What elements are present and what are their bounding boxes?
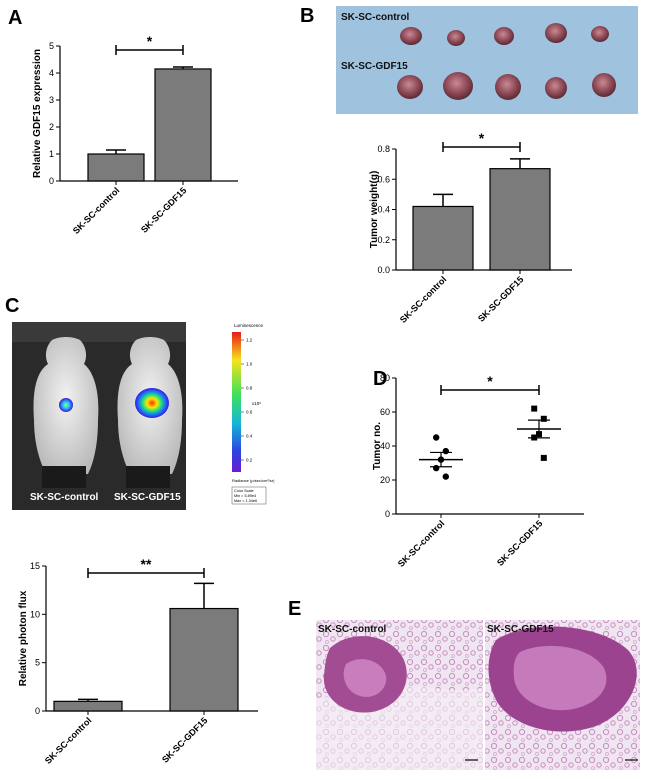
y-tick-label: 20 <box>380 475 390 485</box>
chart-c-photon-flux: 0 5 10 15 Relative photon flux SK-SC-control S… <box>18 556 258 766</box>
data-point <box>433 464 440 472</box>
tumor-control-5 <box>591 26 609 42</box>
y-tick-label: 4 <box>49 68 54 78</box>
y-tick-label: 80 <box>380 373 390 383</box>
x-tick-label: SK-SC-GDF15 <box>139 185 189 235</box>
tumor-control-1 <box>400 27 422 45</box>
y-tick-label: 0.6 <box>377 174 390 184</box>
x-tick-label: SK-SC-GDF15 <box>495 518 545 568</box>
x-tick-label: SK-SC-control <box>398 274 449 325</box>
y-tick-label: 0 <box>49 176 54 186</box>
x-tick-label: SK-SC-GDF15 <box>160 715 210 765</box>
tumor-photo-label-control: SK-SC-control <box>341 12 410 23</box>
y-tick-label: 0.2 <box>377 235 390 245</box>
tumor-control-2 <box>447 30 465 46</box>
tumor-gdf15-2 <box>443 72 473 100</box>
mouse-right <box>117 337 183 488</box>
tumor-gdf15-1 <box>397 75 423 99</box>
x-tick-label: SK-SC-GDF15 <box>476 274 526 324</box>
y-axis-title: Relative photon flux <box>18 590 29 686</box>
bioluminescence-photo: SK-SC-control SK-SC-GDF15 <box>12 322 186 510</box>
bioluminescence-shelf <box>12 322 186 342</box>
histology-label-gdf15: SK-SC-GDF15 <box>487 624 554 635</box>
histology-images: SK-SC-control SK-SC-GDF15 <box>316 620 640 770</box>
colorbar-title: Luminescence <box>234 323 264 328</box>
colorscale-box-line-2: Min = 5.89e4 <box>234 494 256 498</box>
bar-1 <box>87 153 145 182</box>
data-point <box>540 454 547 461</box>
colorscale-box-line-3: Max = 1.34e6 <box>234 499 257 503</box>
data-point <box>442 473 449 480</box>
tumor-gdf15-5 <box>592 73 616 97</box>
bioluminescence-label-control: SK-SC-control <box>30 492 99 503</box>
colorscale-box-line-1: Color Scale <box>234 489 254 493</box>
colorbar-caption: Radiance (p/sec/cm²/sr) <box>232 478 275 483</box>
y-tick-label: 1 <box>49 149 54 159</box>
y-tick-label: 0.8 <box>377 144 390 154</box>
colorbar-tick-label: 0.4 <box>246 434 253 439</box>
significance-star: * <box>147 33 153 49</box>
colorbar-tick-label: 1.0 <box>246 362 253 367</box>
y-tick-label: 0 <box>385 509 390 519</box>
bar-2 <box>169 607 239 712</box>
panel-label-a: A <box>8 7 22 29</box>
panel-label-d: D <box>373 368 387 390</box>
panel-label-c: C <box>5 295 19 317</box>
y-tick-label: 0.4 <box>377 205 390 215</box>
bioluminescence-label-gdf15: SK-SC-GDF15 <box>114 492 181 503</box>
significance-star: * <box>479 130 485 146</box>
chart-a-gdf15-expression: 0 1 2 3 4 5 Relative GDF15 expression SK-SC-con… <box>32 33 238 236</box>
x-tick-label: SK-SC-control <box>71 185 122 236</box>
significance-star: ** <box>141 556 152 572</box>
significance-star: * <box>487 373 493 389</box>
tumor-control-3 <box>494 27 514 45</box>
x-tick-label: SK-SC-control <box>396 518 447 569</box>
y-tick-label: 5 <box>35 658 40 668</box>
chart-d-tumor-number: 0 20 40 60 80 Tumor no. SK-SC-control SK-SC-GDF… <box>372 373 584 569</box>
data-point <box>531 405 538 412</box>
data-point <box>442 447 449 455</box>
tumor-control-4 <box>545 23 567 43</box>
bar-2 <box>489 168 551 271</box>
colorbar-tick-label: 0.6 <box>246 410 253 415</box>
tumor-gdf15-3 <box>495 74 521 100</box>
chart-b-tumor-weight: 0.0 0.2 0.4 0.6 0.8 Tumor weight(g) SK-SC-cont… <box>369 130 572 325</box>
tumor-photo-label-gdf15: SK-SC-GDF15 <box>341 61 408 72</box>
colorbar-tick-label: 0.2 <box>246 458 253 463</box>
colorscale-box <box>231 486 267 505</box>
y-tick-label: 60 <box>380 407 390 417</box>
colorbar-tick-label: 1.2 <box>246 338 253 343</box>
y-tick-label: 40 <box>380 441 390 451</box>
histology-label-control: SK-SC-control <box>318 624 387 635</box>
panel-label-b: B <box>300 5 314 27</box>
bar-2 <box>154 68 212 182</box>
tumor-photo: SK-SC-control SK-SC-GDF15 <box>336 6 638 114</box>
y-axis-title: Tumor weight(g) <box>369 171 380 249</box>
colorbar-unit: x10⁶ <box>252 401 261 406</box>
y-tick-label: 3 <box>49 95 54 105</box>
data-point <box>433 434 440 441</box>
panel-label-e: E <box>288 598 301 620</box>
y-tick-label: 15 <box>30 561 40 571</box>
luminescence-colorbar: Luminescence 1.2 1.0 0.8 0.6 0.4 0.2 x10⁶ Rad… <box>231 323 275 505</box>
y-tick-label: 2 <box>49 122 54 132</box>
bar-1 <box>53 700 123 712</box>
y-tick-label: 5 <box>49 41 54 51</box>
tumor-photo-background <box>336 6 638 114</box>
x-tick-label: SK-SC-control <box>43 715 94 766</box>
mouse-left <box>33 337 99 488</box>
y-axis-title: Tumor no. <box>372 422 383 470</box>
y-tick-label: 0 <box>35 706 40 716</box>
y-tick-label: 0.0 <box>377 265 390 275</box>
y-tick-label: 10 <box>30 609 40 619</box>
colorbar-gradient <box>232 332 241 472</box>
data-point <box>540 415 547 422</box>
tumor-gdf15-4 <box>545 77 567 99</box>
colorbar-tick-label: 0.8 <box>246 386 253 391</box>
bar-1 <box>412 205 474 271</box>
y-axis-title: Relative GDF15 expression <box>32 49 43 178</box>
